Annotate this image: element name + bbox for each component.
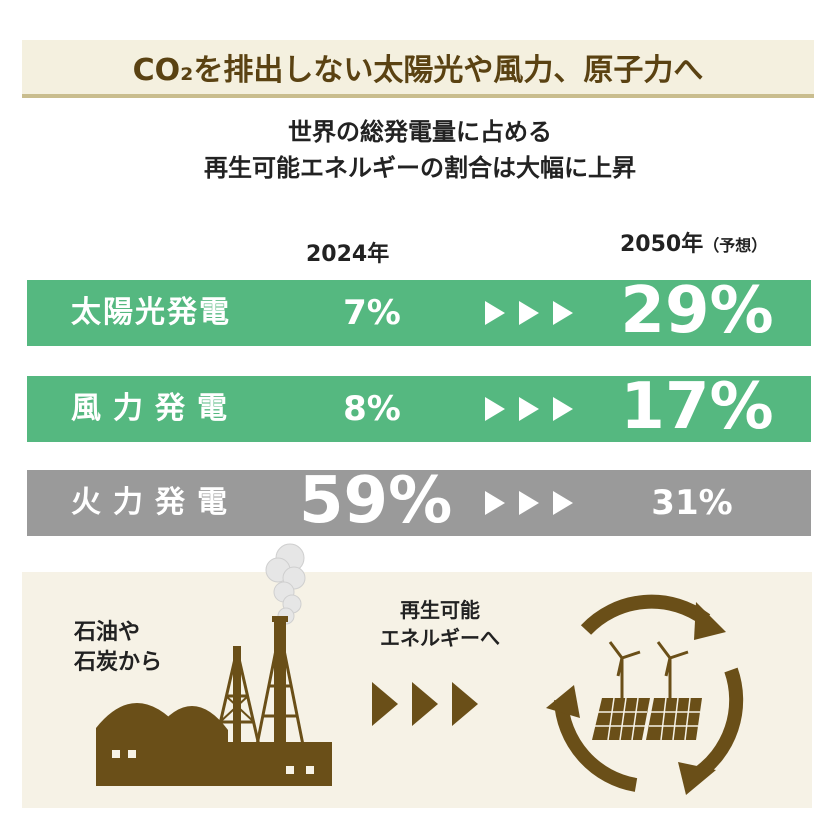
- solar-panel-icon: [592, 697, 702, 741]
- page-title: CO₂を排出しない太陽光や風力、原子力へ: [132, 53, 704, 88]
- transition-arrows-icon: [372, 682, 478, 726]
- renewable-label: 再生可能 エネルギーへ: [350, 596, 530, 652]
- renewable-label-line-1: 再生可能: [400, 598, 480, 622]
- title-banner: CO₂を排出しない太陽光や風力、原子力へ: [22, 40, 814, 98]
- row-thermal-label: 火力発電: [71, 485, 239, 520]
- recycle-arrows-icon: [546, 594, 744, 795]
- row-thermal-2050: 31%: [651, 483, 733, 523]
- year-2050-header: 2050年（予想）: [620, 226, 767, 258]
- factory-icon: [96, 616, 332, 786]
- year-2050-label: 2050年: [620, 232, 704, 257]
- row-solar-label: 太陽光発電: [71, 295, 231, 330]
- row-thermal: 火力発電 59% 31%: [27, 464, 811, 538]
- arrows-right-icon: [485, 491, 573, 515]
- row-solar: 太陽光発電 7% 29%: [27, 274, 811, 348]
- wind-turbine-icon: [608, 641, 689, 700]
- row-wind-2050: 17%: [620, 370, 774, 444]
- renewable-label-line-2: エネルギーへ: [380, 626, 500, 650]
- fuel-label: 石油や 石炭から: [74, 618, 162, 678]
- smoke-icon: [265, 543, 306, 625]
- row-solar-2024: 7%: [343, 293, 401, 333]
- row-wind-2024: 8%: [343, 389, 401, 429]
- arrows-right-icon: [485, 301, 573, 325]
- row-thermal-2024: 59%: [299, 464, 453, 538]
- fuel-label-line-2: 石炭から: [74, 650, 163, 675]
- subtitle-line-1: 世界の総発電量に占める: [288, 118, 552, 146]
- row-wind: 風力発電 8% 17%: [27, 370, 811, 444]
- arrows-right-icon: [485, 397, 573, 421]
- row-solar-2050: 29%: [620, 274, 774, 348]
- year-2050-note: （予想）: [703, 236, 768, 255]
- fuel-label-line-1: 石油や: [74, 620, 141, 645]
- row-wind-label: 風力発電: [71, 391, 239, 426]
- subtitle-line-2: 再生可能エネルギーの割合は大幅に上昇: [204, 154, 636, 182]
- year-2024-header: 2024年: [306, 242, 390, 267]
